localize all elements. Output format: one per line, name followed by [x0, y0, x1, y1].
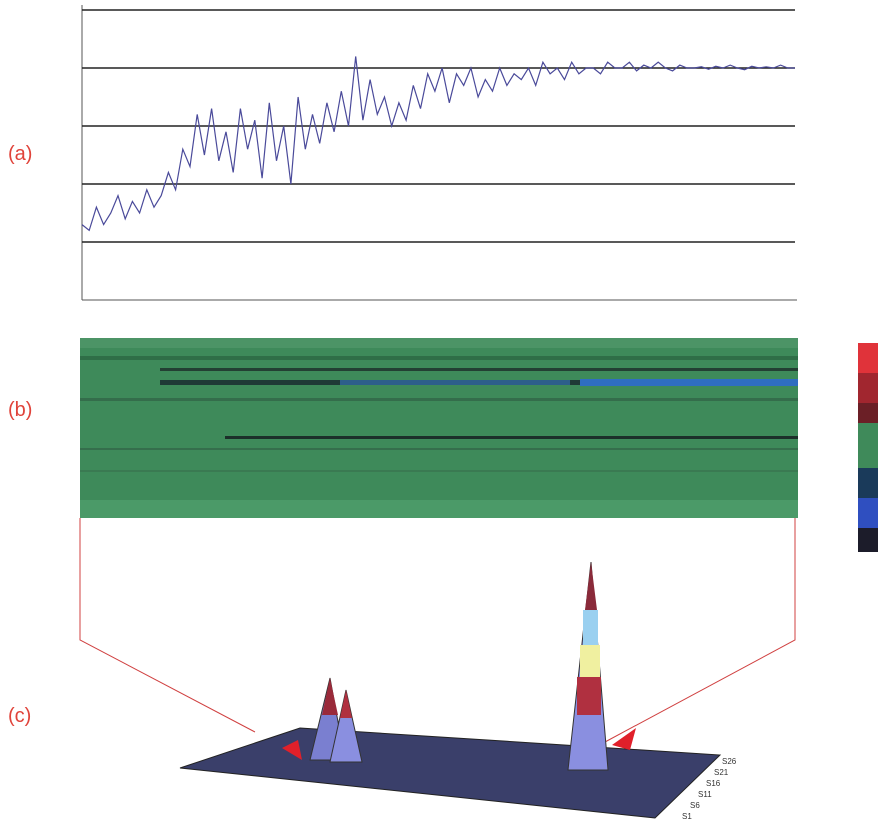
- panel-label: (b): [8, 399, 32, 421]
- heatmap: [80, 338, 798, 518]
- surface-axis-label: S26: [722, 757, 737, 766]
- surface-plot: [79, 518, 796, 819]
- surface-axis-label: S6: [690, 801, 700, 810]
- connector: [604, 518, 796, 743]
- surface-axis-label: S21: [714, 768, 729, 777]
- panel-label: (c): [8, 705, 31, 727]
- line-chart: [81, 5, 797, 301]
- surface-axis-label: S1: [682, 812, 692, 821]
- data-line: [81, 56, 795, 232]
- surface-axis-label: S11: [698, 790, 712, 799]
- color-bar: [858, 343, 878, 552]
- connector: [79, 518, 256, 733]
- panel-label: (a): [8, 143, 32, 165]
- surface-axis-label: S16: [706, 779, 721, 788]
